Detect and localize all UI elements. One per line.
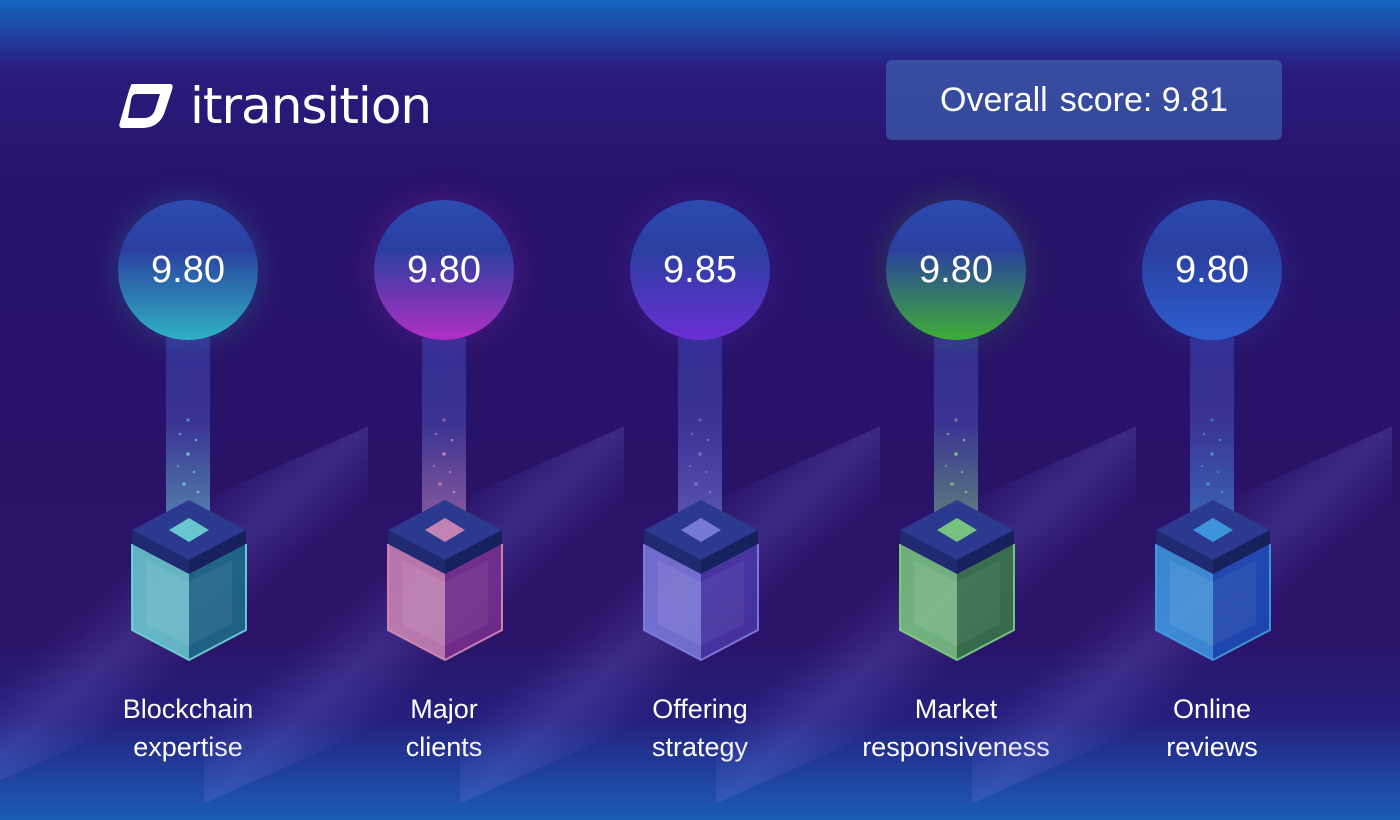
glass-cube-icon bbox=[899, 500, 1015, 662]
criterion-label-line2: responsiveness bbox=[862, 732, 1050, 762]
criterion-offering-strategy: 9.85 Offering strategy bbox=[460, 200, 880, 804]
criterion-label: Major clients bbox=[284, 690, 604, 766]
criterion-market-responsiveness: 9.80 Market responsiveness bbox=[716, 200, 1136, 804]
overall-score-badge: Overall score: 9.81 bbox=[886, 60, 1282, 140]
brand-logo: itransition bbox=[118, 77, 432, 135]
criterion-label-line2: strategy bbox=[651, 732, 749, 762]
score-circle: 9.80 bbox=[1142, 200, 1282, 340]
criterion-major-clients: 9.80 Major clients bbox=[204, 200, 624, 804]
criterion-label-line1: Market bbox=[914, 694, 998, 724]
overall-label: Overall bbox=[940, 80, 1048, 119]
itransition-logo-icon bbox=[119, 84, 173, 128]
score-circle: 9.80 bbox=[374, 200, 514, 340]
criterion-label: Blockchain expertise bbox=[28, 690, 348, 766]
score-circle: 9.85 bbox=[630, 200, 770, 340]
criterion-label-line1: Online bbox=[1172, 694, 1252, 724]
glass-cube-icon bbox=[1155, 500, 1271, 662]
criterion-label-line1: Offering bbox=[652, 694, 748, 724]
criterion-blockchain-expertise: 9.80 Blockchain expertise bbox=[0, 200, 368, 804]
criterion-label-line1: Blockchain bbox=[122, 694, 254, 724]
score-circle: 9.80 bbox=[886, 200, 1026, 340]
glass-cube-icon bbox=[131, 500, 247, 662]
brand-name: itransition bbox=[190, 77, 432, 135]
criterion-label: Offering strategy bbox=[540, 690, 860, 766]
criterion-label-line2: clients bbox=[405, 732, 483, 762]
criterion-online-reviews: 9.80 Online reviews bbox=[972, 200, 1392, 804]
criterion-label-line2: reviews bbox=[1166, 732, 1258, 762]
glass-cube-icon bbox=[387, 500, 503, 662]
glass-cube-icon bbox=[643, 500, 759, 662]
criterion-label: Market responsiveness bbox=[796, 690, 1116, 766]
score-circle: 9.80 bbox=[118, 200, 258, 340]
criterion-label-line2: expertise bbox=[133, 732, 243, 762]
overall-score: score: 9.81 bbox=[1059, 80, 1228, 119]
criterion-label-line1: Major bbox=[410, 694, 478, 724]
criterion-label: Online reviews bbox=[1052, 690, 1372, 766]
